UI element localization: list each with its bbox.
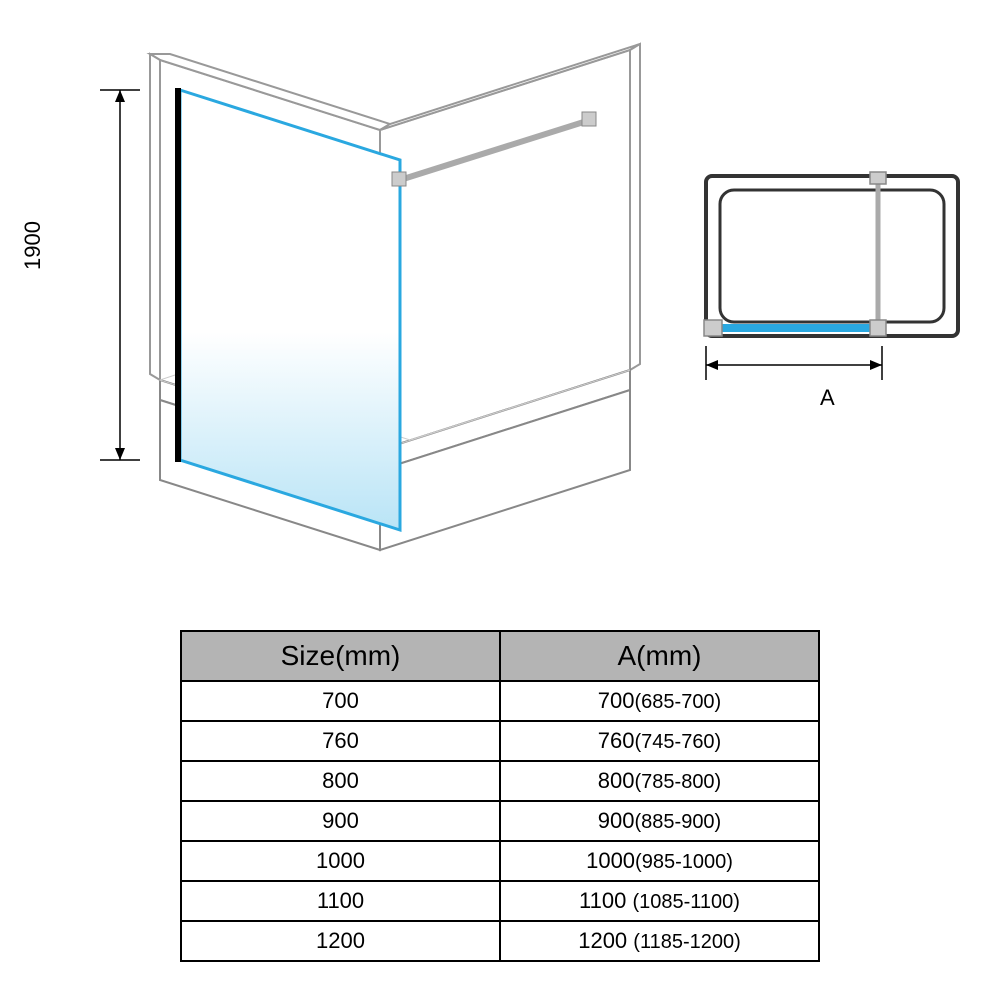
col-size: Size(mm) xyxy=(181,631,500,681)
height-dimension-label: 1900 xyxy=(20,221,46,270)
a-cell: 800(785-800) xyxy=(500,761,819,801)
size-cell: 1000 xyxy=(181,841,500,881)
size-cell: 800 xyxy=(181,761,500,801)
a-cell: 1100 (1085-1100) xyxy=(500,881,819,921)
size-table: Size(mm) A(mm) 700 700(685-700) 760 760(… xyxy=(180,630,820,962)
a-cell: 760(745-760) xyxy=(500,721,819,761)
a-cell: 900(885-900) xyxy=(500,801,819,841)
size-cell: 1200 xyxy=(181,921,500,961)
table-row: 1100 1100 (1085-1100) xyxy=(181,881,819,921)
page: 1900 A Size(mm) A(mm) xyxy=(0,0,1001,1001)
size-cell: 1100 xyxy=(181,881,500,921)
table-header-row: Size(mm) A(mm) xyxy=(181,631,819,681)
a-cell: 1000(985-1000) xyxy=(500,841,819,881)
table-row: 900 900(885-900) xyxy=(181,801,819,841)
isometric-diagram xyxy=(30,30,670,590)
size-cell: 760 xyxy=(181,721,500,761)
col-a: A(mm) xyxy=(500,631,819,681)
topview-diagram xyxy=(700,170,980,400)
size-cell: 900 xyxy=(181,801,500,841)
a-cell: 1200 (1185-1200) xyxy=(500,921,819,961)
size-cell: 700 xyxy=(181,681,500,721)
table-row: 700 700(685-700) xyxy=(181,681,819,721)
a-cell: 700(685-700) xyxy=(500,681,819,721)
width-dimension-label: A xyxy=(820,385,835,411)
table-row: 760 760(745-760) xyxy=(181,721,819,761)
table-row: 1000 1000(985-1000) xyxy=(181,841,819,881)
table-row: 800 800(785-800) xyxy=(181,761,819,801)
table-row: 1200 1200 (1185-1200) xyxy=(181,921,819,961)
